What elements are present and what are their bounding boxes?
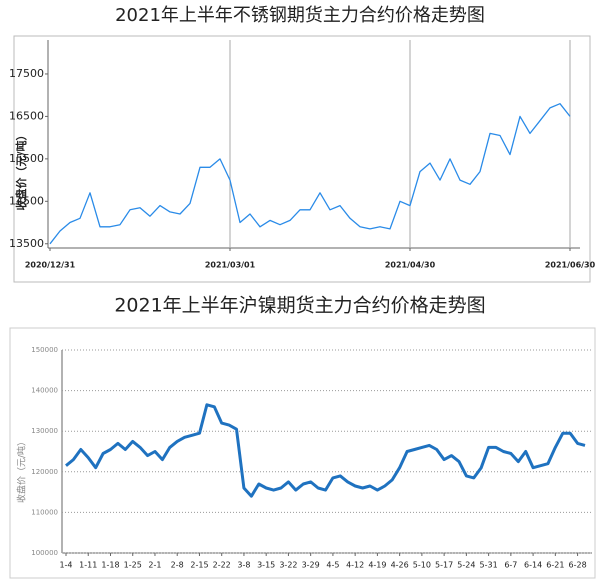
y-tick-label: 120000 xyxy=(31,468,58,476)
y-tick-label: 110000 xyxy=(31,508,58,516)
chart-title: 2021年上半年不锈钢期货主力合约价格走势图 xyxy=(115,5,485,26)
x-tick-label: 5-24 xyxy=(457,561,475,570)
y-tick-label: 150000 xyxy=(31,346,58,354)
x-tick-label: 5-10 xyxy=(413,561,431,570)
x-tick-label: 3-8 xyxy=(237,561,250,570)
x-tick-label: 3-22 xyxy=(279,561,297,570)
y-tick-label: 16500 xyxy=(9,109,44,122)
x-tick-label: 6-28 xyxy=(569,561,587,570)
x-tick-label: 4-5 xyxy=(326,561,339,570)
y-tick-label: 100000 xyxy=(31,549,58,557)
x-tick-label: 2021/03/01 xyxy=(205,261,256,270)
x-tick-label: 2021/06/30 xyxy=(545,261,596,270)
x-tick-label: 1-4 xyxy=(59,561,72,570)
x-tick-label: 2-15 xyxy=(190,561,208,570)
x-tick-label: 6-14 xyxy=(524,561,542,570)
x-tick-label: 1-11 xyxy=(79,561,97,570)
y-tick-label: 17500 xyxy=(9,67,44,80)
x-tick-label: 2-8 xyxy=(171,561,184,570)
x-tick-label: 4-26 xyxy=(391,561,409,570)
x-tick-label: 4-12 xyxy=(346,561,364,570)
x-tick-label: 2-22 xyxy=(213,561,231,570)
x-tick-label: 3-15 xyxy=(257,561,275,570)
y-tick-label: 130000 xyxy=(31,427,58,435)
frame xyxy=(9,327,596,579)
x-tick-label: 1-25 xyxy=(124,561,142,570)
x-tick-label: 6-21 xyxy=(546,561,564,570)
price-line xyxy=(65,403,586,498)
y-tick-label: 15500 xyxy=(9,152,44,165)
x-tick-label: 2021/04/30 xyxy=(385,261,436,270)
y-tick-label: 140000 xyxy=(31,387,58,395)
y-axis-label: 收盘价（元/吨） xyxy=(14,129,28,210)
x-tick-label: 2020/12/31 xyxy=(25,261,76,270)
frame xyxy=(13,35,591,283)
x-tick-label: 3-29 xyxy=(302,561,320,570)
y-tick-label: 14500 xyxy=(9,194,44,207)
x-tick-label: 5-17 xyxy=(435,561,453,570)
y-tick-label: 13500 xyxy=(9,237,44,250)
x-tick-label: 5-31 xyxy=(480,561,498,570)
chart-title: 2021年上半年沪镍期货主力合约价格走势图 xyxy=(114,295,485,317)
price-line xyxy=(49,103,571,245)
x-tick-label: 4-19 xyxy=(368,561,386,570)
x-tick-label: 6-7 xyxy=(504,561,517,570)
x-tick-label: 2-1 xyxy=(148,561,161,570)
x-tick-label: 1-18 xyxy=(101,561,119,570)
y-axis-label: 收盘价（元/吨） xyxy=(16,437,28,503)
